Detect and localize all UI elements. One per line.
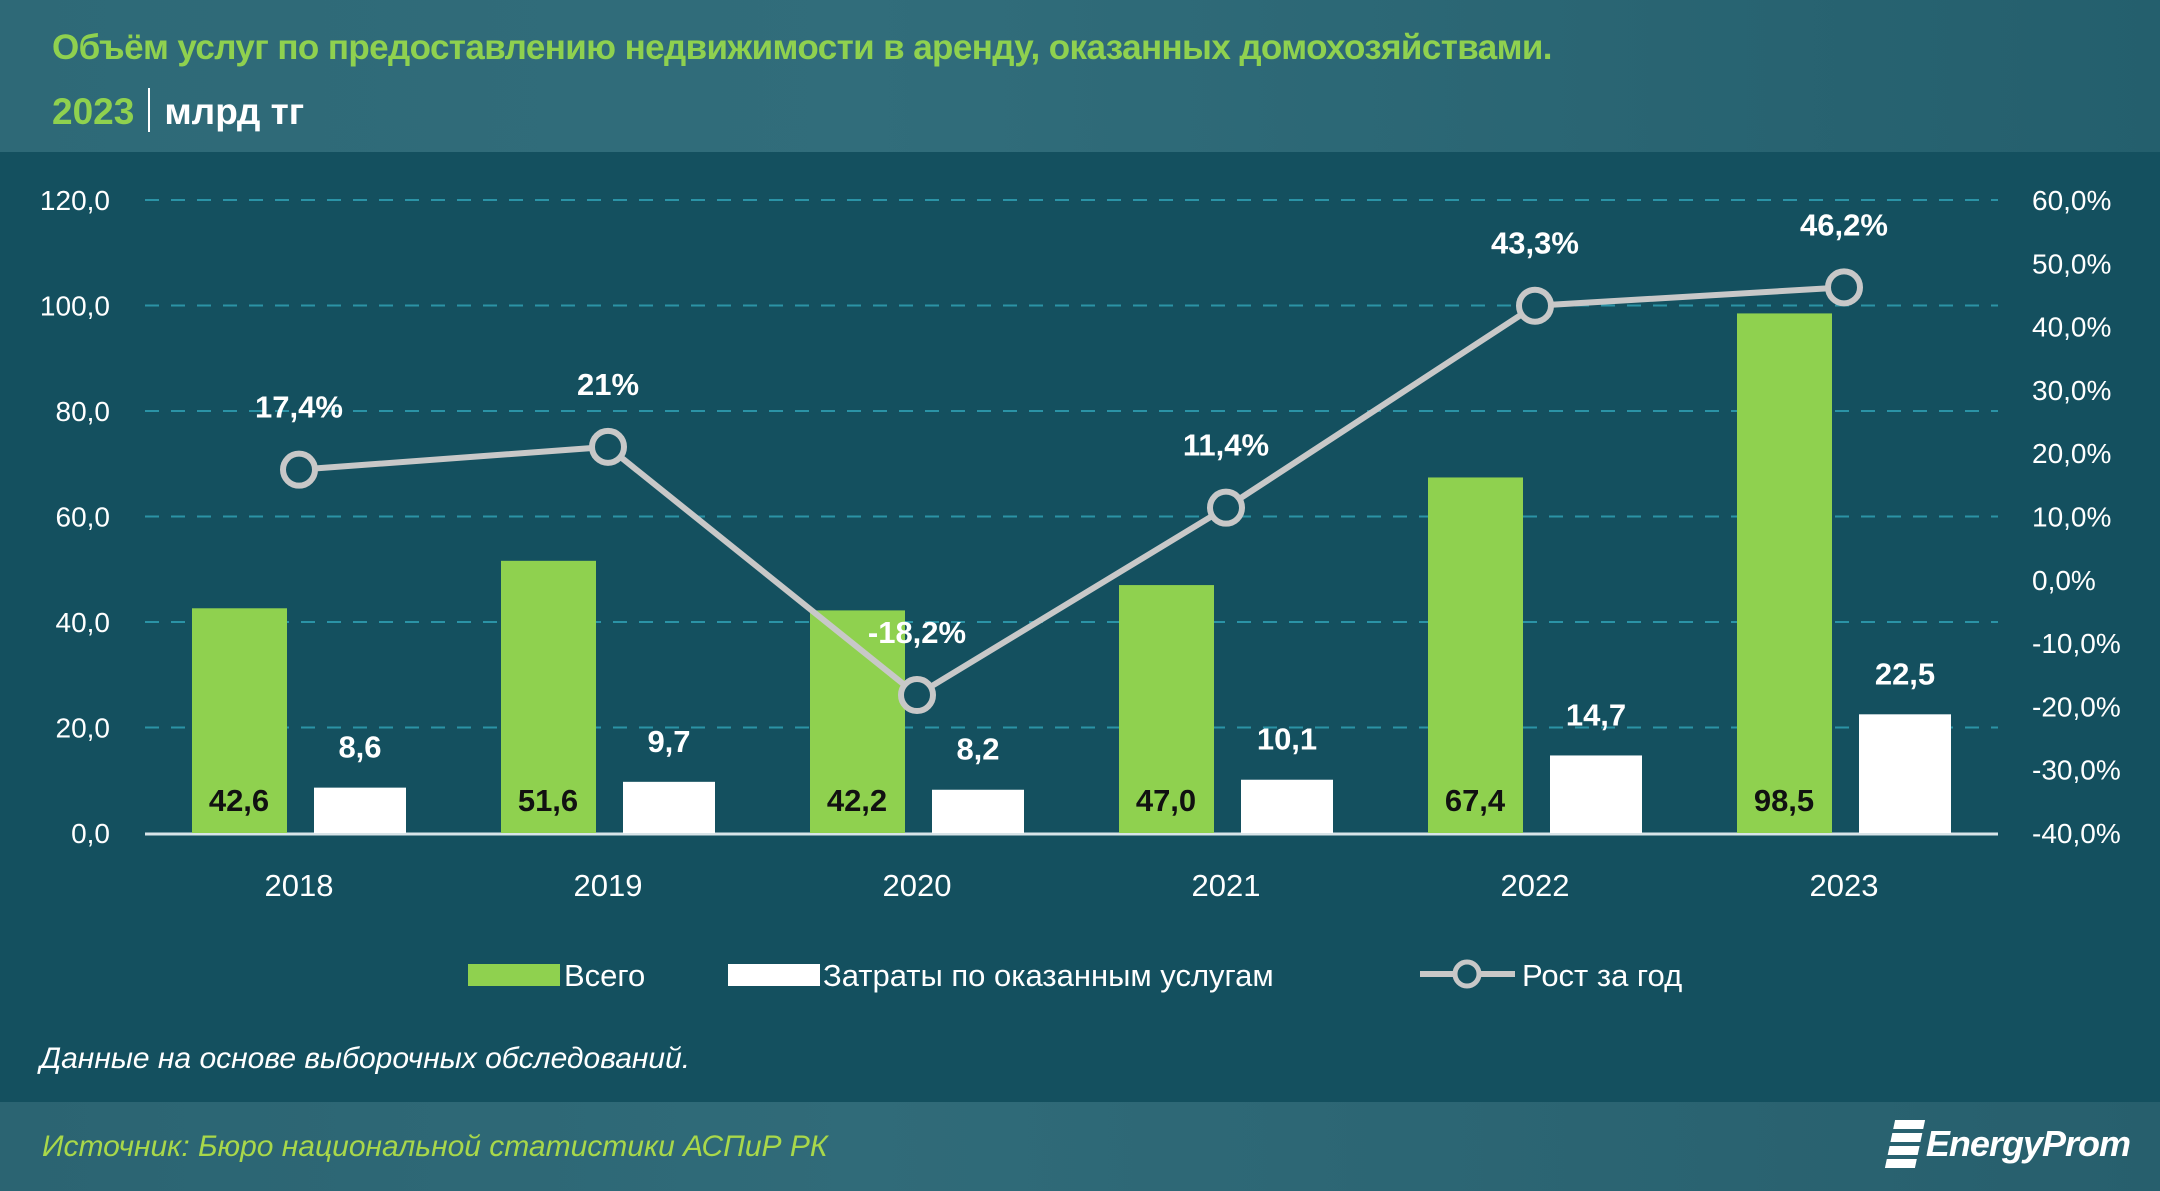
y2-tick-label: 50,0%: [2032, 248, 2111, 279]
y-tick-label: 20,0: [56, 713, 111, 744]
bar-costs: [1241, 779, 1333, 833]
subtitle-unit: млрд тг: [164, 91, 305, 132]
bar-costs-label: 8,2: [956, 732, 999, 767]
subtitle-divider: [148, 88, 151, 132]
bar-costs-label: 9,7: [647, 724, 690, 759]
y2-tick-label: 10,0%: [2032, 502, 2111, 533]
bar-costs-label: 8,6: [338, 730, 381, 765]
y2-tick-label: 0,0%: [2032, 565, 2096, 596]
x-tick-label: 2021: [1192, 868, 1261, 903]
y-tick-label: 100,0: [40, 291, 110, 322]
bar-total: [192, 608, 287, 833]
subtitle-year: 2023: [52, 91, 135, 132]
growth-label: 43,3%: [1491, 226, 1579, 261]
y2-tick-label: -30,0%: [2032, 755, 2121, 786]
growth-marker: [280, 450, 318, 489]
growth-label: 17,4%: [255, 390, 343, 425]
chart-subtitle: 2023 млрд тг: [52, 88, 304, 133]
bar-costs-label: 14,7: [1566, 697, 1626, 732]
legend-swatch-costs: [728, 964, 820, 986]
bar-total-label: 51,6: [518, 783, 578, 818]
growth-line: [298, 284, 1845, 699]
bar-costs-label: 22,5: [1875, 656, 1935, 691]
bar-costs: [1550, 755, 1642, 833]
y-tick-label: 120,0: [40, 185, 110, 216]
bar-total-label: 42,2: [827, 783, 887, 818]
bar-costs: [932, 789, 1024, 833]
growth-label: 46,2%: [1800, 207, 1888, 242]
bar-costs: [314, 787, 406, 833]
logo-text: EnergyProm: [1925, 1123, 2131, 1164]
bar-total: [1428, 477, 1523, 833]
bar-total-label: 42,6: [209, 783, 269, 818]
y2-tick-label: 30,0%: [2032, 375, 2111, 406]
y2-tick-label: 40,0%: [2032, 312, 2111, 343]
y-tick-label: 80,0: [56, 396, 111, 427]
legend-label-growth: Рост за год: [1522, 958, 1682, 993]
bar-total-label: 47,0: [1136, 783, 1196, 818]
x-tick-label: 2020: [883, 868, 952, 903]
bar-total-label: 67,4: [1445, 783, 1506, 818]
x-tick-label: 2022: [1501, 868, 1570, 903]
legend-label-total: Всего: [564, 958, 645, 993]
x-tick-label: 2023: [1810, 868, 1879, 903]
bar-costs: [1859, 714, 1951, 833]
legend-label-costs: Затраты по оказанным услугам: [823, 958, 1274, 993]
growth-marker: [1825, 268, 1863, 307]
logo-mark-icon: [1884, 1120, 1926, 1168]
chart-header: Объём услуг по предоставлению недвижимос…: [0, 0, 2160, 152]
y2-tick-label: -20,0%: [2032, 691, 2121, 722]
footnote: Данные на основе выборочных обследований…: [40, 1042, 691, 1075]
bar-total: [501, 560, 596, 833]
x-tick-label: 2019: [574, 868, 643, 903]
chart-svg: 0,0 20,0 40,0 60,0 80,0 100,0 120,0 -40,0% -30,0…: [40, 185, 2121, 993]
y2-tick-label: 20,0%: [2032, 438, 2111, 469]
bar-total: [1737, 313, 1832, 834]
growth-label: 11,4%: [1183, 428, 1269, 463]
growth-marker: [1516, 286, 1554, 325]
growth-marker: [1207, 488, 1245, 527]
source-text: Источник: Бюро национальной статистики А…: [42, 1130, 828, 1163]
y2-tick-label: 60,0%: [2032, 185, 2111, 216]
footer: Источник: Бюро национальной статистики А…: [0, 1102, 2160, 1191]
bar-costs-label: 10,1: [1257, 722, 1317, 757]
bar-costs: [623, 781, 715, 833]
bar-total-label: 98,5: [1754, 783, 1814, 818]
chart-title: Объём услуг по предоставлению недвижимос…: [52, 28, 1553, 67]
y-tick-label: 0,0: [71, 818, 110, 849]
growth-label: 21%: [577, 367, 639, 402]
bar-total: [1119, 585, 1214, 833]
growth-marker: [589, 427, 627, 466]
x-tick-label: 2018: [265, 868, 334, 903]
y2-tick-label: -10,0%: [2032, 628, 2121, 659]
legend-swatch-total: [468, 964, 560, 986]
y-tick-label: 40,0: [56, 607, 111, 638]
growth-marker: [898, 676, 936, 715]
energyprom-logo: EnergyProm: [1884, 1120, 2131, 1168]
y-tick-label: 60,0: [56, 502, 111, 533]
legend-marker-growth: [1452, 959, 1482, 989]
y2-tick-label: -40,0%: [2032, 818, 2121, 849]
growth-label: -18,2%: [868, 615, 966, 650]
